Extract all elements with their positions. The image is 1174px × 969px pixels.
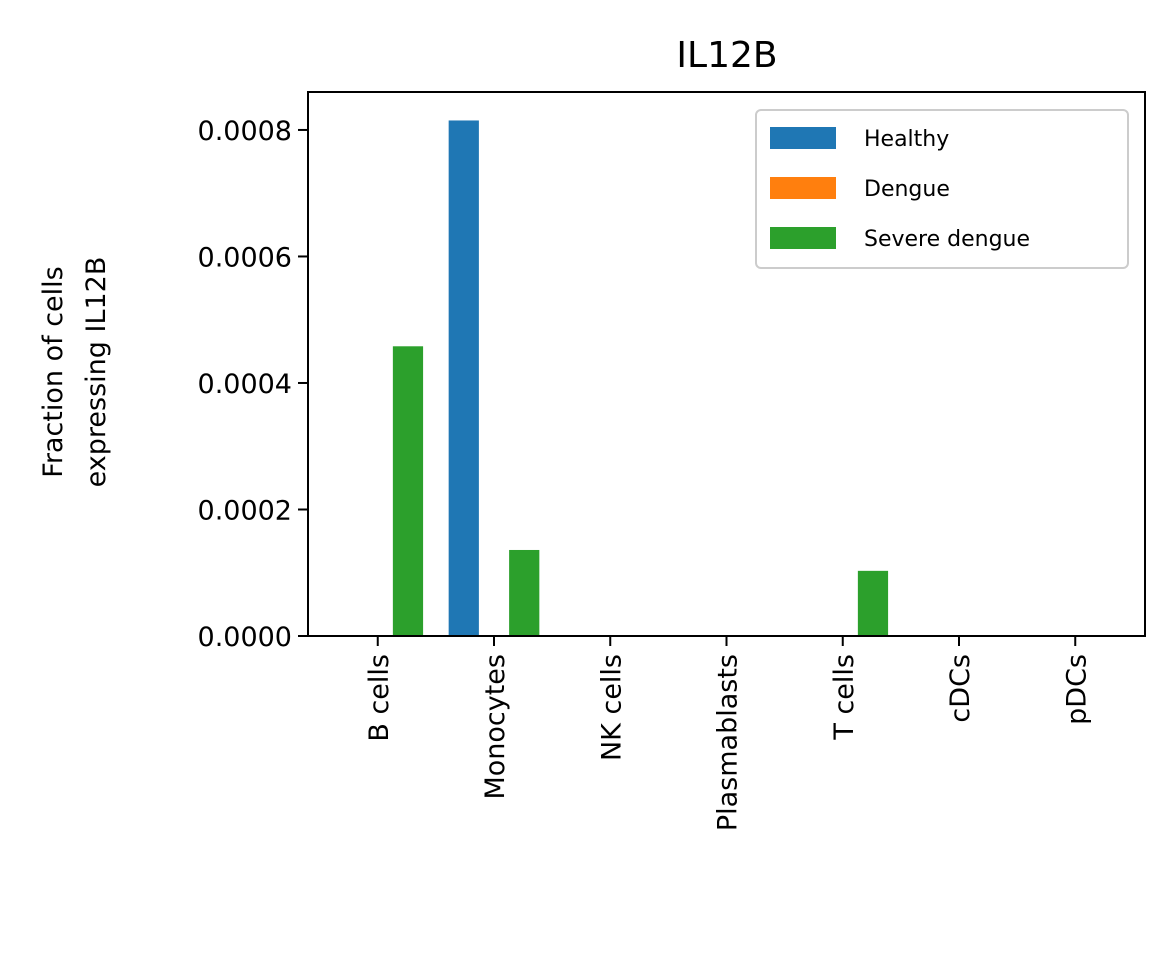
y-tick-label: 0.0000	[198, 622, 292, 653]
x-tick-label: T cells	[829, 654, 860, 741]
legend-swatch-severe-dengue	[770, 227, 836, 249]
x-tick-label: B cells	[364, 654, 395, 742]
y-tick-label: 0.0006	[198, 242, 292, 273]
y-axis-label: Fraction of cells expressing IL12B	[38, 257, 112, 488]
x-tick-label: cDCs	[945, 654, 976, 723]
legend-label-severe-dengue: Severe dengue	[864, 227, 1030, 252]
legend-box	[755, 109, 1129, 269]
x-axis-ticks: B cells Monocytes NK cells Plasmablasts T ce…	[364, 636, 1092, 831]
x-tick-label: pDCs	[1061, 654, 1092, 725]
x-tick-label: Monocytes	[480, 654, 511, 800]
x-tick-label: NK cells	[596, 654, 627, 761]
y-tick-label: 0.0002	[198, 495, 292, 526]
bar-severe-dengue-0	[392, 346, 424, 636]
legend-label-healthy: Healthy	[864, 127, 949, 152]
y-axis-ticks: 0.0000 0.0002 0.0004 0.0006 0.0008	[198, 116, 308, 653]
bar-severe-dengue-1	[509, 549, 540, 636]
legend-label-dengue: Dengue	[864, 177, 950, 202]
bar-healthy-1	[448, 120, 479, 637]
legend: Healthy Dengue Severe dengue	[755, 109, 1129, 269]
y-tick-label: 0.0008	[198, 116, 292, 147]
chart-title: IL12B	[676, 35, 777, 76]
y-axis-label-line-2: expressing IL12B	[81, 257, 112, 488]
plot-area-frame	[307, 91, 1146, 637]
bar-severe-dengue-4	[857, 570, 889, 636]
legend-swatch-healthy	[770, 127, 836, 149]
y-axis-label-line-1: Fraction of cells	[38, 266, 69, 478]
bars-group	[392, 120, 889, 637]
y-tick-label: 0.0004	[198, 369, 292, 400]
legend-swatch-dengue	[770, 177, 836, 199]
x-tick-label: Plasmablasts	[713, 654, 744, 831]
